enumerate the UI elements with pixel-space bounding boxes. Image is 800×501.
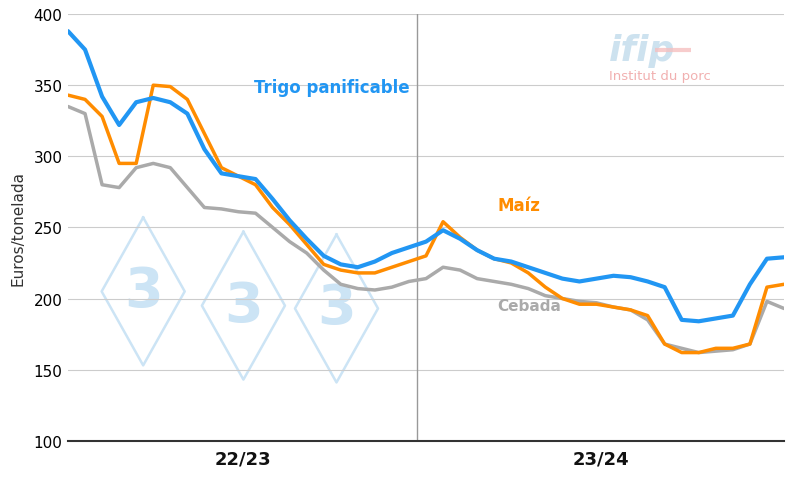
Text: Trigo panificable: Trigo panificable: [254, 79, 410, 97]
Text: Institut du porc: Institut du porc: [609, 70, 710, 83]
Text: 3: 3: [224, 279, 262, 333]
Y-axis label: Euros/tonelada: Euros/tonelada: [10, 170, 25, 286]
Text: 3: 3: [124, 265, 162, 319]
Text: Cebada: Cebada: [498, 298, 562, 313]
Text: ifip: ifip: [609, 34, 675, 68]
Text: Maíz: Maíz: [498, 197, 541, 215]
Text: 3: 3: [317, 282, 356, 336]
